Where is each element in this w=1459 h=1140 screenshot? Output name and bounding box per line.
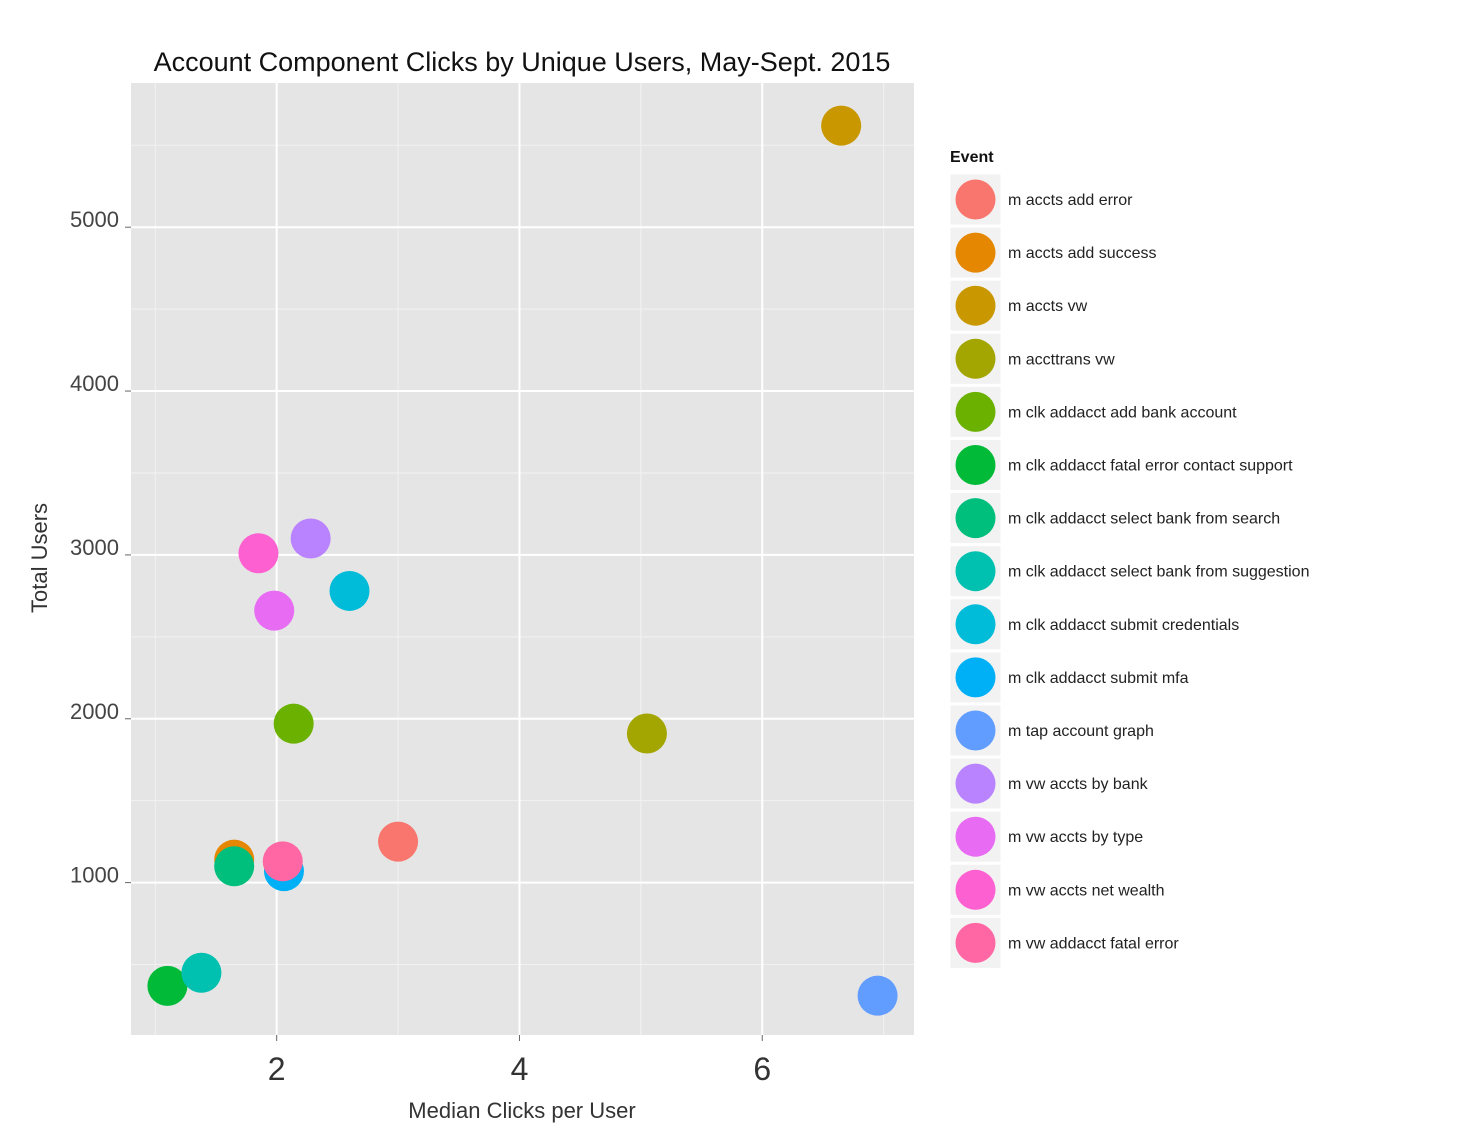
legend-item: m clk addacct submit credentials [949,598,1239,651]
legend-label: m accts add error [1008,192,1133,209]
data-point [254,590,295,631]
data-point [378,821,419,862]
legend-item: m accttrans vw [949,332,1115,385]
y-axis: 1000 2000 3000 4000 5000 [70,207,131,888]
data-point [821,105,862,146]
legend-swatch [955,285,996,326]
legend-item: m accts add success [949,226,1157,279]
legend-item: m clk addacct fatal error contact suppor… [949,439,1293,491]
data-point [214,846,255,887]
y-tick-label: 5000 [70,207,119,232]
legend-item: m vw accts by type [949,810,1143,863]
legend-item: m vw accts net wealth [949,863,1165,916]
x-axis-title: Median Clicks per User [408,1098,635,1123]
legend-label: m tap account graph [1008,723,1154,740]
x-axis: 2 4 6 [268,1035,771,1087]
legend-swatch [955,869,996,910]
x-tick-label: 4 [511,1051,529,1087]
legend-label: m clk addacct submit mfa [1008,670,1189,687]
minor-gridlines [131,83,914,1035]
chart-title: Account Component Clicks by Unique Users… [154,47,891,77]
legend-swatch [955,179,996,220]
legend-label: m vw accts by bank [1008,776,1149,793]
legend-item: m vw accts by bank [949,757,1149,810]
legend-label: m vw accts by type [1008,829,1143,846]
legend-item: m accts vw [949,279,1088,332]
legend-swatch [955,498,996,539]
legend-label: m clk addacct submit credentials [1008,617,1239,634]
legend-item: m tap account graph [949,704,1154,757]
data-point [857,975,898,1016]
data-point [147,965,188,1006]
legend-item: m vw addacct fatal error [949,916,1179,969]
legend-item: m clk addacct add bank account [949,385,1237,438]
legend-title: Event [950,149,994,166]
legend-item: m clk addacct submit mfa [949,651,1189,704]
legend-label: m vw addacct fatal error [1008,935,1179,952]
data-point [262,841,303,882]
data-point [273,703,314,744]
legend-item: m accts add error [949,173,1133,226]
legend-label: m clk addacct add bank account [1008,404,1237,421]
y-tick-label: 3000 [70,535,119,560]
legend-swatch [955,604,996,645]
data-point [238,533,279,574]
legend-label: m clk addacct fatal error contact suppor… [1008,458,1293,475]
data-point [290,518,331,559]
data-point [626,713,667,754]
legend-swatch [955,657,996,698]
data-points [147,105,898,1016]
legend-swatch [955,445,996,485]
legend-swatch [955,763,996,804]
legend-label: m accts vw [1008,298,1088,315]
legend-item: m clk addacct select bank from search [949,492,1280,545]
legend-label: m accttrans vw [1008,351,1115,368]
legend-label: m accts add success [1008,245,1157,262]
legend: Event m accts add error m accts add succe… [949,149,1309,969]
legend-swatch [955,816,996,857]
legend-label: m clk addacct select bank from search [1008,511,1280,528]
legend-swatch [955,338,996,379]
legend-label: m vw accts net wealth [1008,882,1165,899]
x-tick-label: 2 [268,1051,286,1087]
x-tick-label: 6 [753,1051,771,1087]
legend-swatch [955,391,996,432]
data-point [329,570,370,611]
legend-label: m clk addacct select bank from suggestio… [1008,564,1309,581]
legend-swatch [955,551,996,592]
legend-item: m clk addacct select bank from suggestio… [949,545,1309,598]
legend-swatch [955,710,996,751]
y-tick-label: 2000 [70,699,119,724]
data-point [181,952,222,993]
y-tick-label: 1000 [70,863,119,888]
legend-swatch [955,922,996,963]
legend-swatch [955,232,996,273]
y-axis-title: Total Users [27,503,52,613]
y-tick-label: 4000 [70,371,119,396]
